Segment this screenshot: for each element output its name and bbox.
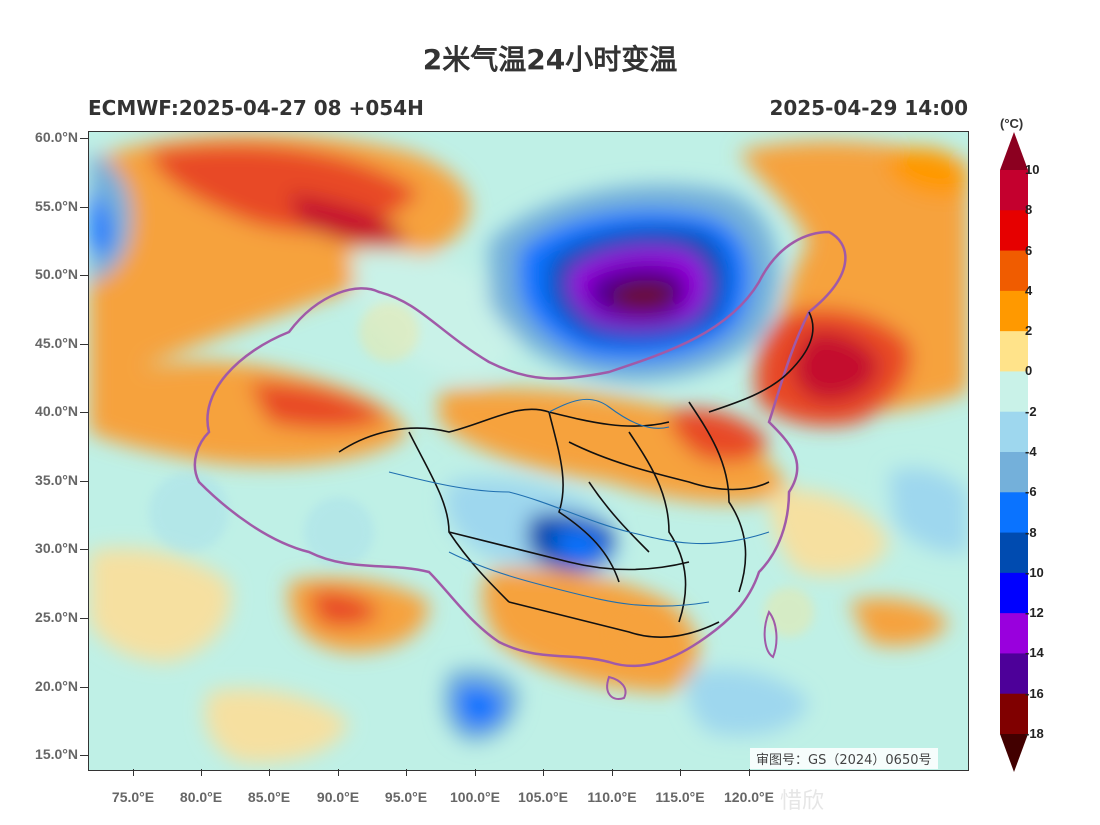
model-run-label: ECMWF:2025-04-27 08 +054H xyxy=(88,96,424,120)
lon-label: 75.0°E xyxy=(111,789,155,805)
temperature-change-map xyxy=(88,131,969,771)
map-field-svg xyxy=(89,132,968,770)
lat-tick xyxy=(80,344,88,345)
colorbar-segment xyxy=(1000,290,1028,332)
colorbar-tick-label: -12 xyxy=(1025,605,1044,621)
colorbar-tick-label: -4 xyxy=(1025,444,1037,459)
lat-label: 20.0°N xyxy=(35,678,78,694)
lon-label: 95.0°E xyxy=(384,789,428,805)
lon-label: 85.0°E xyxy=(247,789,291,805)
lon-label: 115.0°E xyxy=(655,789,705,805)
lon-label: 100.0°E xyxy=(450,789,500,805)
colorbar-segment xyxy=(1000,572,1028,614)
lon-tick xyxy=(475,769,476,776)
lon-label: 110.0°E xyxy=(587,789,637,805)
lon-tick xyxy=(612,769,613,776)
lon-tick xyxy=(269,769,270,776)
lon-tick xyxy=(680,769,681,776)
lat-tick xyxy=(80,549,88,550)
colorbar-segment xyxy=(1000,170,1028,211)
colorbar-segment xyxy=(1000,210,1028,252)
lon-tick xyxy=(749,769,750,776)
lat-tick xyxy=(80,138,88,139)
lat-label: 45.0°N xyxy=(35,335,78,351)
map-title: 2米气温24小时变温 xyxy=(422,43,678,76)
lat-tick xyxy=(80,275,88,276)
colorbar-segment xyxy=(1000,452,1028,493)
colorbar-segment xyxy=(1000,693,1028,735)
watermark: 惜欣 xyxy=(780,789,825,814)
valid-time-label: 2025-04-29 14:00 xyxy=(769,96,968,120)
colorbar-bottom-triangle xyxy=(1000,734,1028,772)
lat-label: 60.0°N xyxy=(35,129,78,145)
colorbar-tick-label: -16 xyxy=(1025,685,1044,701)
colorbar-top-triangle xyxy=(1000,132,1028,170)
lon-tick xyxy=(201,769,202,776)
lat-tick xyxy=(80,687,88,688)
lon-label: 80.0°E xyxy=(179,789,223,805)
colorbar-segment xyxy=(1000,371,1028,413)
lon-tick xyxy=(406,769,407,776)
lat-tick xyxy=(80,207,88,208)
colorbar-tick-label: 0 xyxy=(1025,363,1033,379)
colorbar-segment xyxy=(1000,532,1028,574)
lat-tick xyxy=(80,755,88,756)
lon-label: 105.0°E xyxy=(518,789,568,805)
colorbar-tick-label: 4 xyxy=(1025,282,1033,298)
colorbar-segment xyxy=(1000,613,1028,654)
lat-tick xyxy=(80,618,88,619)
colorbar-tick-label: 10 xyxy=(1025,162,1040,177)
colorbar-segment xyxy=(1000,250,1028,292)
lon-label: 90.0°E xyxy=(316,789,360,805)
lat-label: 25.0°N xyxy=(35,609,78,625)
lat-label: 15.0°N xyxy=(35,746,78,762)
colorbar-tick-label: 2 xyxy=(1025,323,1033,339)
lat-label: 50.0°N xyxy=(35,266,78,282)
colorbar-tick-label: -2 xyxy=(1025,403,1037,419)
colorbar-segment xyxy=(1000,492,1028,534)
lon-label: 120.0°E xyxy=(724,789,774,805)
colorbar-tick-label: 6 xyxy=(1025,242,1033,258)
colorbar-segment xyxy=(1000,331,1028,372)
colorbar-tick-label: 8 xyxy=(1025,202,1033,218)
lon-tick xyxy=(338,769,339,776)
lat-label: 55.0°N xyxy=(35,198,78,214)
colorbar-tick-label: -10 xyxy=(1025,564,1044,580)
colorbar-unit: (°C) xyxy=(1000,116,1024,131)
colorbar-tick-label: -8 xyxy=(1025,524,1037,540)
colorbar-segment xyxy=(1000,653,1028,695)
colorbar-tick-label: -6 xyxy=(1025,484,1037,500)
colorbar-tick-label: -18 xyxy=(1025,726,1044,741)
colorbar-tick-label: -14 xyxy=(1025,645,1044,661)
lon-tick xyxy=(543,769,544,776)
lon-tick xyxy=(133,769,134,776)
lat-label: 35.0°N xyxy=(35,472,78,488)
map-review-number: 审图号：GS（2024）0650号 xyxy=(750,748,938,769)
lat-label: 30.0°N xyxy=(35,540,78,556)
lat-tick xyxy=(80,412,88,413)
lat-label: 40.0°N xyxy=(35,403,78,419)
colorbar xyxy=(1000,132,1028,772)
colorbar-segment xyxy=(1000,411,1028,453)
lat-tick xyxy=(80,481,88,482)
